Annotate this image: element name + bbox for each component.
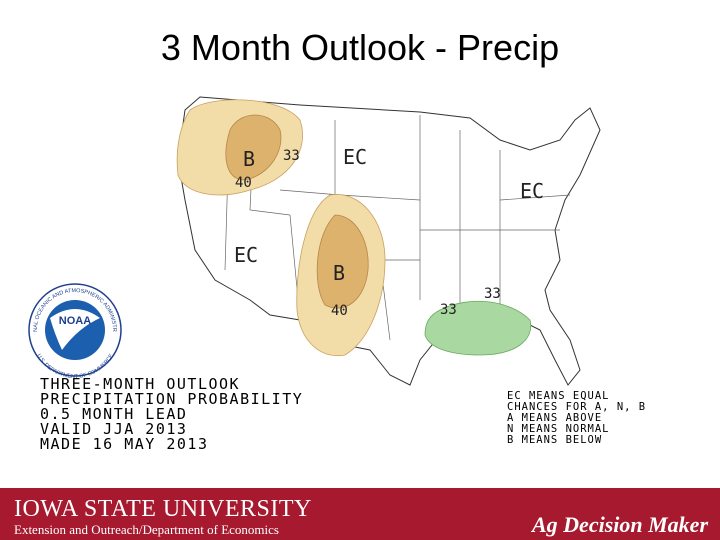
map-label: 33 [484, 286, 501, 302]
map-label: 33 [440, 302, 457, 318]
map-label: 40 [235, 175, 252, 191]
slide-title: 3 Month Outlook - Precip [161, 27, 559, 68]
map-label: B [243, 147, 255, 171]
brand: Ag Decision Maker [530, 512, 708, 537]
info-line: 0.5 MONTH LEAD [40, 405, 187, 423]
info-line: THREE-MONTH OUTLOOK [40, 375, 240, 393]
legend-line: CHANCES FOR A, N, B [507, 401, 646, 413]
legend-line: A MEANS ABOVE [507, 412, 602, 424]
legend-line: EC MEANS EQUAL [507, 390, 610, 402]
above-area-gulf [424, 300, 532, 356]
below-area-nw-dark [225, 114, 282, 181]
info-line: PRECIPITATION PROBABILITY [40, 390, 303, 408]
map-label: EC [343, 145, 367, 169]
info-line: VALID JJA 2013 [40, 420, 187, 438]
map-label: EC [520, 179, 544, 203]
legend-line: B MEANS BELOW [507, 434, 602, 446]
below-area-sw-dark [316, 214, 369, 309]
outlook-info: THREE-MONTH OUTLOOK PRECIPITATION PROBAB… [40, 375, 303, 453]
department: Extension and Outreach/Department of Eco… [14, 522, 279, 537]
map-label: 33 [283, 148, 300, 164]
map-label: EC [234, 243, 258, 267]
legend-line: N MEANS NORMAL [507, 423, 610, 435]
logo-name: NOAA [59, 315, 91, 327]
map: B 33 40 EC EC EC B 40 33 33 [176, 96, 601, 386]
map-label: 40 [331, 303, 348, 319]
university-name: IOWA STATE UNIVERSITY [14, 496, 312, 522]
legend: EC MEANS EQUAL CHANCES FOR A, N, B A MEA… [507, 390, 646, 446]
info-line: MADE 16 MAY 2013 [40, 435, 209, 453]
footer-bar [0, 488, 720, 540]
map-label: B [333, 261, 345, 285]
logo-bird [50, 309, 100, 350]
footer: IOWA STATE UNIVERSITY Extension and Outr… [0, 488, 720, 540]
